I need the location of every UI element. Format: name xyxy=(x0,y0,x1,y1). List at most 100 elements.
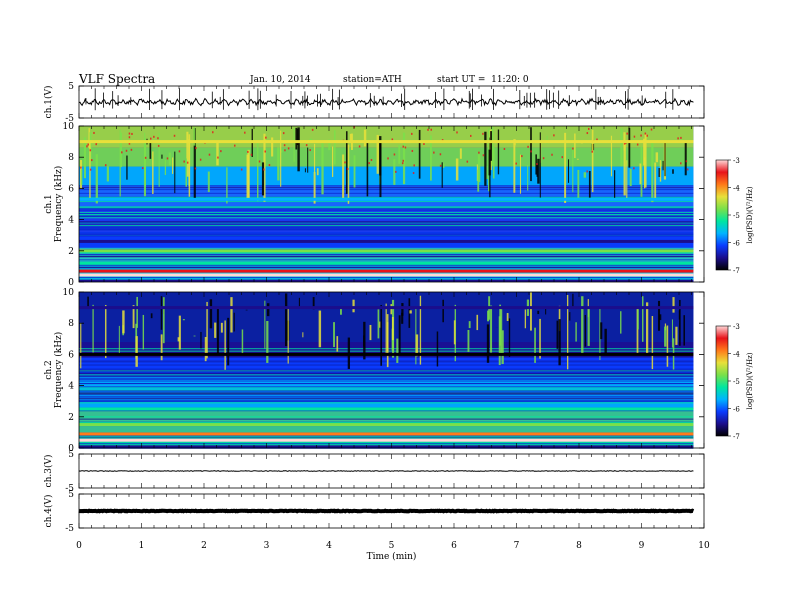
spectrogram-spike xyxy=(488,149,491,176)
y-axis-label: ch.3(V) xyxy=(43,455,54,488)
spectrogram-dot xyxy=(402,159,404,162)
spectrogram-spike xyxy=(490,131,493,161)
spectrogram-spike xyxy=(150,313,153,319)
y-tick-label: 10 xyxy=(63,122,75,132)
colorbar-tick-label: -4 xyxy=(733,351,740,359)
spectrogram-spike xyxy=(318,310,322,348)
x-tick-label: 3 xyxy=(264,541,270,551)
spectrogram-base xyxy=(79,279,694,282)
spectrogram-dot xyxy=(542,157,545,160)
spectrogram-dot xyxy=(194,167,197,170)
panel-ch1-waveform: 5 -5 ch.1(V) xyxy=(43,82,705,124)
spectrogram-band xyxy=(79,352,694,356)
spectrogram-line xyxy=(79,410,694,412)
spectrogram-dot xyxy=(268,164,271,167)
spectrogram-line xyxy=(79,253,694,255)
spectrogram-dot xyxy=(427,128,429,131)
spectrogram-dot xyxy=(430,128,433,131)
spectrogram-spike xyxy=(558,319,561,366)
spectrogram-line xyxy=(79,224,694,226)
spectrogram-spike xyxy=(535,154,537,175)
spectrogram-dot xyxy=(80,166,82,169)
spectrogram-spike xyxy=(264,300,266,349)
spectrogram-dot xyxy=(220,150,222,153)
spectrogram-spike xyxy=(261,162,265,196)
spectrogram-dot xyxy=(264,150,267,153)
spectrogram-spike xyxy=(158,132,160,187)
spectrogram-spike xyxy=(160,334,163,361)
spectrogram-dot xyxy=(644,132,647,135)
spectrogram-dot xyxy=(93,131,95,134)
spectrogram-spike xyxy=(352,299,355,313)
spectrogram-dot xyxy=(95,143,97,146)
spectrogram-line xyxy=(79,226,694,228)
spectrogram-line xyxy=(79,389,694,391)
spectrogram-line xyxy=(79,266,694,268)
y-axis-label: ch.1(V) xyxy=(43,86,54,119)
spectrogram-line xyxy=(79,371,694,373)
spectrogram-spike xyxy=(646,302,649,355)
spectrogram-dot xyxy=(623,142,626,145)
spectrogram-spike xyxy=(546,135,548,144)
spectrogram-spike xyxy=(442,163,445,168)
spectrogram-dot xyxy=(553,134,555,137)
spectrogram-band xyxy=(79,273,694,277)
chart-title: VLF Spectra xyxy=(79,72,156,86)
spectrogram-line xyxy=(79,443,694,445)
spectrogram-spike xyxy=(160,296,163,330)
spectrogram-spike xyxy=(487,310,490,322)
spectrogram-line xyxy=(79,225,694,227)
y-axis-channel-label: ch.1 xyxy=(44,194,54,213)
spectrogram-spike xyxy=(263,133,266,202)
spectrogram-spike xyxy=(513,145,516,193)
spectrogram-dot xyxy=(199,158,202,161)
colorbar-tick-label: -6 xyxy=(733,240,740,248)
spectrogram-band xyxy=(79,261,694,265)
panel-ch3-waveform: 5 -5 ch.3(V) xyxy=(43,450,705,494)
spectrogram-spike xyxy=(152,151,154,194)
spectrogram-spike xyxy=(257,141,259,202)
spectrogram-spike xyxy=(164,159,167,176)
spectrogram-spike xyxy=(331,146,334,177)
spectrogram-spike xyxy=(583,172,587,178)
spectrogram-dot xyxy=(346,168,349,171)
spectrogram-line xyxy=(79,265,694,267)
spectrogram-spike xyxy=(401,312,404,324)
spectrogram-line xyxy=(79,229,694,231)
spectrogram-line xyxy=(79,394,694,396)
spectrogram-spike xyxy=(193,335,196,337)
spectrogram-spike xyxy=(380,305,383,366)
spectrogram-spike xyxy=(340,308,342,315)
spectrogram-line xyxy=(79,399,694,401)
spectrogram-line xyxy=(79,402,694,404)
spectrogram-line xyxy=(79,435,694,437)
spectrogram-line xyxy=(79,217,694,219)
spectrogram-spike xyxy=(185,158,188,164)
y-tick-label: 0 xyxy=(68,278,74,288)
spectrogram-spike xyxy=(174,151,176,194)
spectrogram-line xyxy=(79,398,694,400)
spectrogram-line xyxy=(79,277,694,279)
spectrogram-spike xyxy=(296,128,299,146)
spectrogram-line xyxy=(79,364,694,366)
colorbar-tick-label: -7 xyxy=(733,267,740,275)
spectrogram-line xyxy=(79,196,694,198)
spectrogram-spike xyxy=(246,154,249,199)
colorbar-tick-label: -5 xyxy=(733,212,740,220)
spectrogram-dot xyxy=(186,161,189,164)
spectrogram-dot xyxy=(250,153,253,156)
spectrogram-spike xyxy=(321,143,324,195)
spectrogram-line xyxy=(79,401,694,403)
spectrogram-spike xyxy=(620,128,623,167)
spectrogram-spike xyxy=(398,315,401,355)
spectrogram-spike xyxy=(455,158,459,181)
spectrogram-spike xyxy=(683,315,685,346)
spectrogram-spike xyxy=(564,132,567,203)
spectrogram-spike xyxy=(506,313,509,321)
spectrogram-band xyxy=(79,239,694,243)
spectrogram-line xyxy=(79,211,694,213)
spectrogram-spike xyxy=(539,318,541,359)
spectrogram-dot xyxy=(86,145,88,148)
spectrogram-spike xyxy=(500,309,503,354)
spectrogram-spike xyxy=(659,314,662,321)
